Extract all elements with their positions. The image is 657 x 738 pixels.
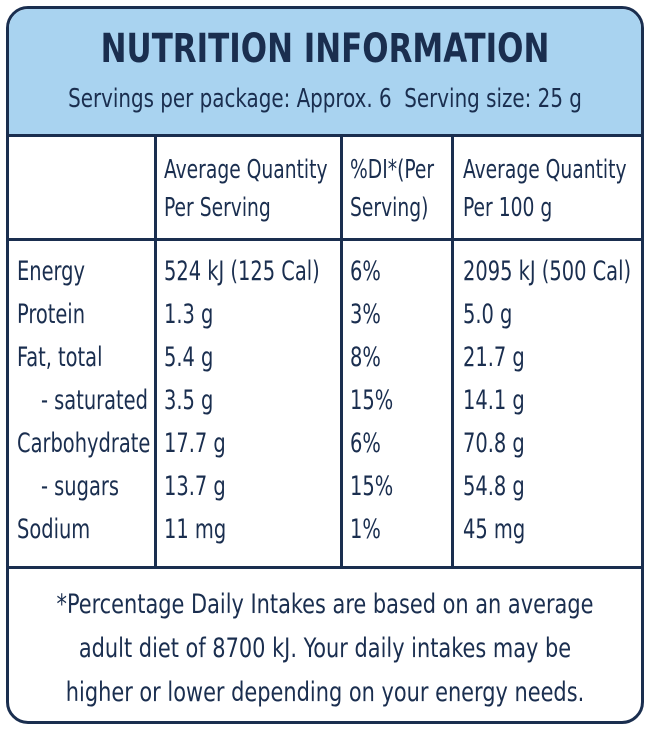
daily-intake-value: 15%: [350, 471, 394, 502]
per-100g-value: 2095 kJ (500 Cal): [463, 256, 632, 287]
nutrient-name: Sodium: [17, 514, 91, 545]
footnote-line: adult diet of 8700 kJ. Your daily intake…: [78, 633, 572, 664]
per-100g-value: 45 mg: [463, 514, 526, 545]
daily-intake-values: 6% 3% 8% 15% 6% 15% 1%: [350, 250, 393, 551]
per-serving-value: 5.4 g: [164, 342, 214, 373]
column-header-line: Average Quantity: [164, 155, 328, 185]
column-header-di: %DI*(Per Serving): [350, 151, 434, 227]
nutrient-name: - sugars: [41, 471, 119, 502]
per-serving-value: 524 kJ (125 Cal): [164, 256, 320, 287]
header-row-divider: [9, 238, 641, 241]
per-serving-value: 17.7 g: [164, 428, 226, 459]
daily-intake-value: 6%: [350, 428, 381, 459]
daily-intake-value: 3%: [350, 299, 381, 330]
per-100g-value: 70.8 g: [463, 428, 525, 459]
servings-line: Servings per package: Approx. 6 Serving …: [68, 84, 582, 114]
column-header-line: Per Serving: [164, 193, 271, 223]
column-header-line: Serving): [350, 193, 429, 223]
column-header-per-100g: Average Quantity Per 100 g: [463, 151, 627, 227]
column-header-per-serving: Average Quantity Per Serving: [164, 151, 328, 227]
per-100g-value: 54.8 g: [463, 471, 525, 502]
daily-intake-value: 8%: [350, 342, 381, 373]
column-header-line: Per 100 g: [463, 193, 553, 223]
nutrient-name: Carbohydrate: [17, 428, 151, 459]
nutrient-name: - saturated: [41, 385, 148, 416]
per-serving-value: 11 mg: [164, 514, 227, 545]
nutrient-name: Fat, total: [17, 342, 103, 373]
column-divider-2: [340, 137, 343, 569]
per-100g-value: 21.7 g: [463, 342, 525, 373]
nutrient-name: Protein: [17, 299, 86, 330]
column-header-line: Average Quantity: [463, 155, 627, 185]
footer-divider: [9, 566, 641, 569]
nutrient-name: Energy: [17, 256, 85, 287]
per-serving-value: 3.5 g: [164, 385, 214, 416]
nutrient-names: Energy Protein Fat, total - saturated Ca…: [17, 250, 150, 551]
daily-intake-value: 15%: [350, 385, 394, 416]
daily-intake-value: 6%: [350, 256, 381, 287]
footnote-line: higher or lower depending on your energy…: [65, 677, 585, 708]
per-serving-value: 13.7 g: [164, 471, 226, 502]
panel-title: NUTRITION INFORMATION: [100, 26, 550, 72]
column-divider-1: [154, 137, 157, 569]
daily-intake-footnote: *Percentage Daily Intakes are based on a…: [53, 583, 597, 715]
per-serving-value: 1.3 g: [164, 299, 214, 330]
per-100g-values: 2095 kJ (500 Cal) 5.0 g 21.7 g 14.1 g 70…: [463, 250, 631, 551]
daily-intake-value: 1%: [350, 514, 381, 545]
panel-header: NUTRITION INFORMATION Servings per packa…: [9, 9, 641, 137]
per-100g-value: 5.0 g: [463, 299, 513, 330]
footnote-line: *Percentage Daily Intakes are based on a…: [56, 589, 594, 620]
nutrition-panel: NUTRITION INFORMATION Servings per packa…: [6, 6, 644, 724]
per-serving-values: 524 kJ (125 Cal) 1.3 g 5.4 g 3.5 g 17.7 …: [164, 250, 320, 551]
column-header-line: %DI*(Per: [350, 155, 435, 185]
per-100g-value: 14.1 g: [463, 385, 525, 416]
column-divider-3: [451, 137, 454, 569]
